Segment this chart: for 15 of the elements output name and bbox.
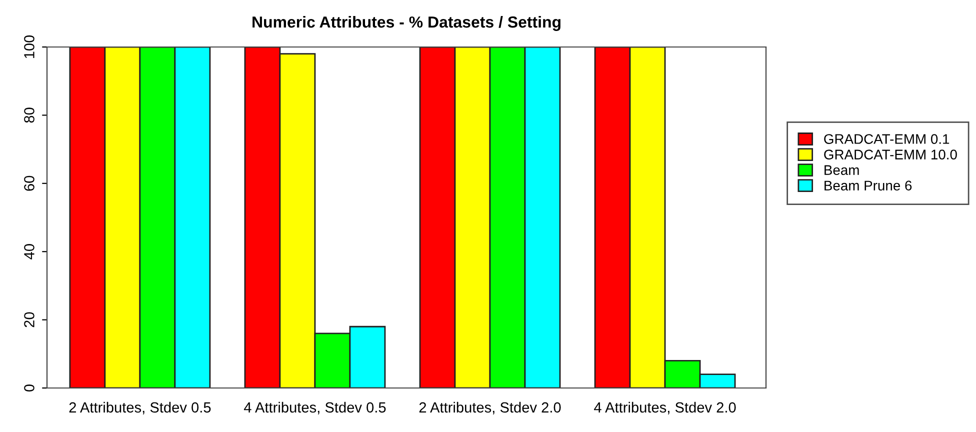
y-tick-label: 100 — [24, 35, 34, 58]
legend-label: GRADCAT-EMM 0.1 — [824, 134, 950, 144]
legend-label: Beam Prune 6 — [824, 180, 912, 191]
chart-title: Numeric Attributes - % Datasets / Setting — [252, 16, 560, 31]
x-tick-label: 2 Attributes, Stdev 0.5 — [69, 402, 211, 414]
x-tick-label: 4 Attributes, Stdev 2.0 — [594, 402, 736, 414]
y-tick-label: 40 — [24, 244, 34, 260]
y-tick-label: 80 — [24, 108, 34, 123]
x-tick-label: 4 Attributes, Stdev 0.5 — [244, 402, 386, 414]
x-tick-label: 2 Attributes, Stdev 2.0 — [419, 402, 561, 414]
y-tick-label: 20 — [24, 312, 34, 328]
y-tick-label: 60 — [24, 176, 34, 191]
legend-label: Beam — [824, 165, 859, 175]
legend-label: GRADCAT-EMM 10.0 — [824, 150, 957, 160]
y-tick-label: 0 — [24, 384, 34, 392]
